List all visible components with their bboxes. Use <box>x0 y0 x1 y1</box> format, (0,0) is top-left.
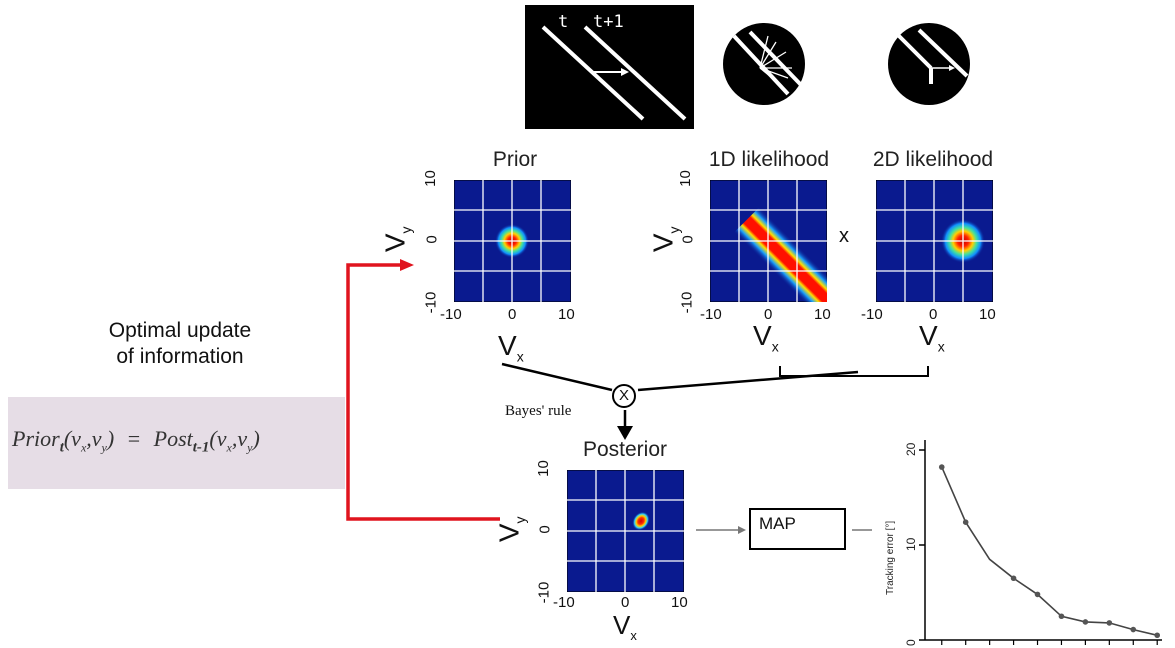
chart-point <box>1106 620 1113 626</box>
chart-ytick-label: 20 <box>904 442 918 456</box>
eq-rhs-sub: t-1 <box>192 439 210 456</box>
chart-point <box>1058 613 1065 620</box>
chart-ylabel: Tracking error [°] <box>885 521 896 595</box>
stimulus-label-t: t <box>558 12 569 32</box>
update-equation: Priort(vx,vy) = Postt-1(vx,vy) <box>12 426 342 456</box>
update-caption: Optimal update of information <box>70 318 290 370</box>
likelihood2d-xlabel-sub: x <box>937 338 945 355</box>
likelihood1d-xtick-right: 10 <box>814 306 831 323</box>
prior-xtick-right: 10 <box>558 306 575 323</box>
likelihood2d-xtick-right: 10 <box>979 306 996 323</box>
prior-xlabel-sub: x <box>516 348 524 365</box>
chart-ytick-label: 0 <box>904 639 918 646</box>
posterior-xtick-mid: 0 <box>621 594 630 611</box>
likelihood2d-xtick-left: -10 <box>861 306 883 323</box>
aperture-2d-icon <box>888 23 970 105</box>
posterior-xtick-left: -10 <box>553 594 575 611</box>
eq-lhs-vx: x <box>80 440 87 455</box>
eq-rhs-main: Post <box>153 426 193 451</box>
update-caption-line1: Optimal update <box>108 319 252 342</box>
prior-xtick-mid: 0 <box>508 306 517 323</box>
likelihood2d-title: 2D likelihood <box>872 148 994 171</box>
bayes-rule-label: Bayes' rule <box>505 403 572 419</box>
equation-box <box>8 397 345 489</box>
eq-lhs-main: Prior <box>12 426 60 451</box>
likelihood1d-xlabel: Vx <box>753 320 779 355</box>
posterior-xlabel-sub: x <box>630 628 637 644</box>
map-box: MAP <box>749 508 846 550</box>
likelihood2d-heatmap <box>876 180 993 302</box>
eq-equals: = <box>127 426 141 451</box>
posterior-xlabel-main: V <box>613 610 631 640</box>
eq-lhs-comma: ,v <box>86 426 102 451</box>
posterior-title: Posterior <box>582 438 668 461</box>
likelihood2d-xtick-mid: 0 <box>929 306 938 323</box>
prior-xlabel-main: V <box>498 330 517 361</box>
eq-rhs-comma: ,v <box>231 426 248 451</box>
likelihood1d-xlabel-sub: x <box>771 338 779 355</box>
chart-point <box>1010 575 1017 582</box>
prior-title: Prior <box>492 148 538 171</box>
likelihood1d-title: 1D likelihood <box>708 148 830 171</box>
chart-ytick-label: 10 <box>904 537 918 551</box>
likelihood2d-xlabel-main: V <box>919 320 938 351</box>
eq-lhs-sub: t <box>59 439 64 456</box>
prior-xlabel: Vx <box>498 330 524 365</box>
chart-point <box>1082 619 1089 625</box>
likelihood2d-xlabel: Vx <box>919 320 945 355</box>
map-label: MAP <box>759 514 796 533</box>
eq-rhs-vx: x <box>226 440 232 455</box>
bayes-operator: X <box>612 384 636 408</box>
chart-series-line <box>941 466 1158 637</box>
eq-rhs-close: ) <box>252 426 260 451</box>
chart-point <box>1034 591 1041 598</box>
prior-heatmap <box>454 180 571 302</box>
eq-lhs-vy: y <box>101 440 107 455</box>
chart-point <box>1154 632 1161 639</box>
update-caption-line2: of information <box>116 345 244 368</box>
aperture-1d-icon <box>723 23 806 105</box>
likelihood1d-xtick-left: -10 <box>700 306 722 323</box>
multiply-sign: x <box>839 225 849 247</box>
eq-lhs-close: ) <box>106 426 115 451</box>
likelihood1d-xtick-mid: 0 <box>764 306 773 323</box>
stimulus-label-t-plus-1: t+1 <box>593 12 624 32</box>
posterior-xtick-right: 10 <box>671 594 688 611</box>
eq-rhs-vy: y <box>247 440 253 455</box>
eq-lhs-args: (v <box>63 426 81 451</box>
eq-rhs-args: (v <box>209 426 227 451</box>
likelihood1d-heatmap <box>710 180 827 302</box>
chart-point <box>962 519 969 525</box>
bayes-operator-label: X <box>618 387 629 404</box>
likelihood1d-xlabel-main: V <box>753 320 772 351</box>
prior-xtick-left: -10 <box>440 306 462 323</box>
posterior-heatmap <box>567 470 684 592</box>
posterior-xlabel: Vx <box>613 610 637 643</box>
tracking-error-chart: 0 10 20 Tracking error [°] <box>885 440 1162 646</box>
chart-point <box>1130 626 1137 633</box>
chart-point <box>938 464 945 470</box>
stimulus-panel <box>525 5 694 129</box>
